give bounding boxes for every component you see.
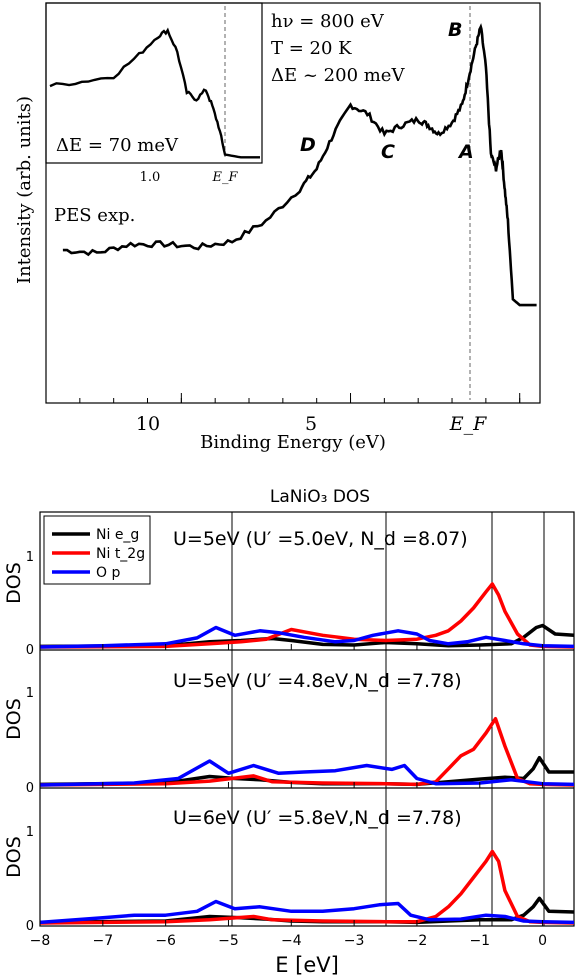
- peak-label-b: B: [448, 19, 462, 41]
- param-resolution: ΔE ~ 200 meV: [271, 65, 405, 86]
- dos-xtick-label: −6: [155, 933, 176, 949]
- inset-frame: [45, 2, 263, 164]
- dos-curve-panel1-ni-t-2g: [39, 582, 575, 649]
- pes-xtick-5: 5: [305, 413, 317, 435]
- dos-xtick-label: −3: [344, 933, 365, 949]
- inset-xtick-1: 1.0: [140, 170, 161, 185]
- dos-ytick-0-p1: 0: [26, 643, 34, 658]
- pes-ylabel: Intensity (arb. units): [14, 96, 35, 284]
- dos-curves: [39, 582, 575, 925]
- dos-xtick-label: −2: [407, 933, 428, 949]
- inset-xtick-ef: E_F: [211, 170, 238, 185]
- dos-curve-panel1-o-p: [39, 625, 575, 649]
- dos-ytick-1-p1: 1: [26, 550, 34, 565]
- dos-title: LaNiO₃ DOS: [270, 487, 370, 507]
- param-photon-energy: hν = 800 eV: [271, 11, 385, 32]
- dos-ticks: [39, 644, 544, 926]
- panel-2-label: U=5eV (U′ =4.8eV,N_d =7.78): [173, 670, 462, 692]
- legend-label-ni-eg: Ni e_g: [96, 527, 139, 543]
- pes-ticks: [79, 393, 521, 403]
- pes-panel: 1.0 E_F ΔE = 70 meV hν = 800 eV T = 20 K…: [14, 2, 541, 453]
- dos-curve-panel2-ni-t-2g: [39, 716, 575, 787]
- inset-resolution-label: ΔE = 70 meV: [56, 135, 179, 156]
- dos-curve-panel3-ni-t-2g: [39, 849, 575, 925]
- pes-xtick-ef: E_F: [449, 413, 487, 435]
- dos-xtick-label: 0: [538, 933, 547, 949]
- dos-xtick-label: −4: [281, 933, 302, 949]
- panel-3-label: U=6eV (U′ =5.8eV,N_d =7.78): [173, 807, 462, 829]
- pes-series-label: PES exp.: [54, 205, 135, 226]
- panel-1-label: U=5eV (U′ =5.0eV, N_d =8.07): [173, 528, 468, 550]
- param-temperature: T = 20 K: [271, 38, 352, 59]
- dos-panel: LaNiO₃ DOS Ni e_g Ni t_2g O p U=5eV (U′ …: [3, 487, 575, 977]
- dos-xtick-label: −1: [469, 933, 490, 949]
- dos-ytick-1-p2: 1: [26, 686, 34, 701]
- pes-axes-frame: [45, 2, 541, 404]
- pes-xlabel: Binding Energy (eV): [200, 432, 386, 453]
- dos-axes-frame: [39, 511, 575, 927]
- peak-label-d: D: [300, 134, 316, 156]
- dos-curve-panel3-o-p: [39, 899, 575, 925]
- dos-curve-panel2-o-p: [39, 759, 575, 787]
- dos-ytick-0-p2: 0: [26, 781, 34, 796]
- dos-ytick-1-p3: 1: [26, 825, 34, 840]
- dos-ytick-0-p3: 0: [26, 919, 34, 934]
- inset-curve: [49, 27, 260, 159]
- pes-curve: [62, 23, 537, 307]
- dos-ylabel-1: DOS: [3, 562, 25, 604]
- legend-label-ni-t2g: Ni t_2g: [96, 546, 145, 562]
- dos-ylabel-3: DOS: [3, 836, 25, 878]
- peak-label-a: A: [457, 141, 474, 163]
- dos-xlabel: E [eV]: [275, 953, 339, 977]
- dos-xtick-label: −7: [93, 933, 114, 949]
- dos-xtick-label: −8: [30, 933, 51, 949]
- pes-xtick-10: 10: [136, 413, 160, 435]
- legend-label-o-p: O p: [96, 565, 120, 581]
- dos-xtick-labels: −8 −7 −6 −5 −4 −3 −2 −1 0: [30, 933, 547, 949]
- dos-ylabel-2: DOS: [3, 698, 25, 740]
- dos-xtick-label: −5: [218, 933, 239, 949]
- dos-curve-panel1-ni-e-g: [39, 623, 575, 649]
- dos-legend: Ni e_g Ni t_2g O p: [43, 515, 151, 585]
- peak-label-c: C: [381, 141, 395, 163]
